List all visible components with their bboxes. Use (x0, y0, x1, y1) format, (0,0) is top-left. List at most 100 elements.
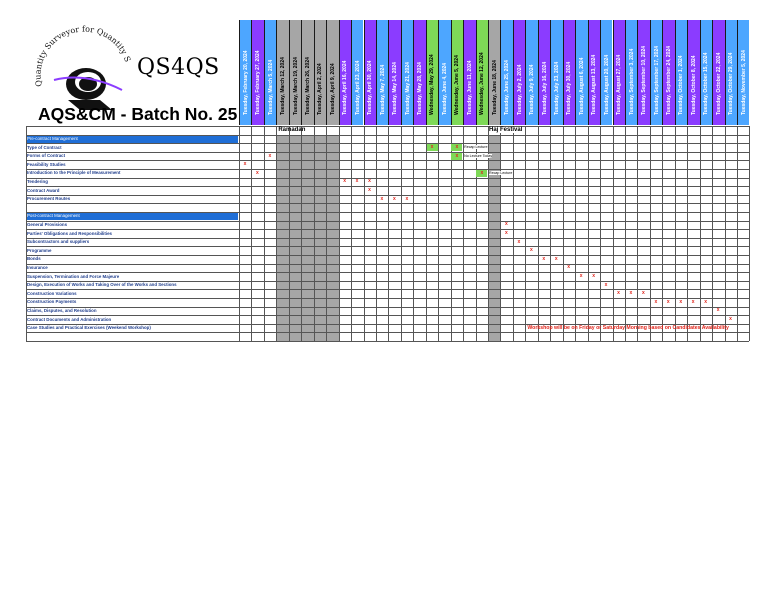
topic-label: General Provisions (27, 221, 68, 227)
session-mark: x (343, 178, 346, 185)
topic-label: Construction Payments (27, 299, 77, 305)
date-label: Wednesday, May 29, 2024 (429, 54, 436, 115)
grid-col-line (425, 126, 427, 341)
date-header: Tuesday, April 23, 2024 (351, 20, 364, 125)
date-header: Tuesday, March 5, 2024 (263, 20, 277, 125)
date-label: Tuesday, July 16, 2024 (541, 61, 548, 115)
recap-cell: x (451, 152, 463, 160)
date-label: Tuesday, May 7, 2024 (379, 64, 386, 115)
date-label: Tuesday, November 5, 2024 (740, 50, 747, 115)
date-label: Tuesday, April 30, 2024 (367, 60, 374, 115)
date-header: Tuesday, June 18, 2024 (488, 20, 501, 125)
grid-col-line (301, 126, 303, 341)
grid-col-line (674, 126, 676, 341)
session-mark: x (455, 144, 459, 150)
grid-col-line (649, 126, 651, 341)
date-header: Tuesday, March 19, 2024 (288, 20, 302, 125)
session-mark: x (380, 195, 384, 202)
grid-col-line (413, 126, 415, 341)
session-mark: x (243, 161, 247, 168)
date-header: Tuesday, July 9, 2024 (525, 20, 538, 125)
grid-col-line (687, 126, 689, 341)
date-label: Tuesday, July 9, 2024 (529, 64, 536, 115)
schedule-note: Recap Lecture (464, 145, 488, 150)
grid-col-line (575, 126, 577, 341)
grid-col-line (612, 126, 614, 341)
grid-col-line (737, 126, 738, 341)
date-label: Tuesday, May 28, 2024 (417, 62, 424, 115)
grid-col-line (699, 126, 701, 341)
grid-row-line (26, 186, 750, 188)
date-header: Tuesday, February 20, 2024 (239, 20, 252, 125)
session-mark: x (480, 169, 484, 176)
date-label: Tuesday, February 27, 2024 (255, 50, 262, 115)
grid-col-line (338, 126, 340, 341)
grid-col-line (463, 126, 465, 341)
grid-row-line (26, 169, 750, 170)
grid-col-line (488, 126, 489, 341)
grid-row-line (26, 315, 750, 317)
session-mark: x (604, 281, 608, 288)
grid-row-line (26, 246, 750, 248)
grid-row-line (26, 263, 750, 265)
date-label: Tuesday, October 1, 2024 (678, 55, 685, 115)
date-header: Tuesday, August 13, 2024 (587, 20, 601, 125)
grid-col-line (375, 126, 377, 341)
topic-label: Insurance (27, 264, 48, 270)
date-label: Tuesday, October 8, 2024 (690, 55, 697, 115)
batch-title: AQS&CM - Batch No. 25 (38, 104, 238, 124)
session-mark: x (505, 221, 508, 228)
grid-col-line (263, 126, 265, 341)
grid-row-line (26, 126, 750, 127)
date-label: Tuesday, September 17, 2024 (653, 45, 660, 115)
grid-row-line (26, 306, 750, 308)
grid-row-line (26, 237, 750, 239)
session-mark: x (617, 290, 620, 297)
date-header: Tuesday, May 7, 2024 (375, 20, 389, 125)
date-label: Tuesday, April 9, 2024 (329, 63, 336, 115)
grid-row-line (26, 323, 750, 325)
date-header: Tuesday, May 14, 2024 (388, 20, 401, 125)
topic-label: Claims, Disputes, and Resolution (27, 307, 97, 313)
date-header: Tuesday, June 4, 2024 (438, 20, 451, 125)
date-label: Wednesday, June 12, 2024 (479, 52, 486, 115)
grid-col-line (550, 126, 552, 341)
date-header: Tuesday, July 16, 2024 (537, 20, 551, 125)
session-mark: x (679, 298, 683, 305)
date-header: Tuesday, March 12, 2024 (276, 20, 289, 125)
session-mark: x (368, 187, 371, 193)
topic-label: Suspension, Termination and Force Majeur… (27, 273, 120, 279)
date-label: Tuesday, March 5, 2024 (267, 59, 274, 115)
grid-col-line (388, 126, 390, 341)
grid-col-line (500, 126, 502, 341)
ramadan-banner: Ramadan (278, 126, 306, 133)
grid-row-line (26, 332, 750, 334)
grid-col-line (587, 126, 589, 341)
topic-label: Type of Contract (27, 144, 62, 150)
grid-row-line (26, 203, 750, 205)
date-label: Tuesday, August 6, 2024 (578, 57, 585, 115)
date-header: Tuesday, October 29, 2024 (724, 20, 737, 125)
grid-row-line (26, 160, 750, 162)
date-label: Tuesday, October 22, 2024 (715, 52, 722, 115)
date-header: Tuesday, April 9, 2024 (326, 20, 339, 125)
session-mark: x (455, 152, 459, 159)
date-header: Tuesday, March 26, 2024 (301, 20, 314, 125)
date-label: Tuesday, June 4, 2024 (441, 62, 448, 115)
logo: Quantity Surveyor for Quantity Surveyors (25, 17, 238, 124)
date-label: Tuesday, August 13, 2024 (591, 54, 598, 115)
date-label: Tuesday, October 15, 2024 (703, 52, 710, 115)
date-header: Tuesday, September 24, 2024 (662, 20, 675, 125)
date-header: Tuesday, April 16, 2024 (338, 20, 352, 125)
grid-row-line (26, 143, 750, 145)
topic-label: Procurement Routes (27, 196, 71, 202)
date-label: Tuesday, March 12, 2024 (280, 57, 287, 115)
grid-col-line (662, 126, 664, 341)
date-header: Tuesday, August 20, 2024 (600, 20, 613, 125)
session-mark: x (405, 195, 409, 202)
topic-label: Feasibility Studies (27, 161, 66, 167)
date-label: Tuesday, April 2, 2024 (317, 63, 324, 115)
date-header: Tuesday, October 22, 2024 (712, 20, 725, 125)
grid-col-line (400, 126, 402, 341)
session-mark: x (704, 298, 708, 305)
